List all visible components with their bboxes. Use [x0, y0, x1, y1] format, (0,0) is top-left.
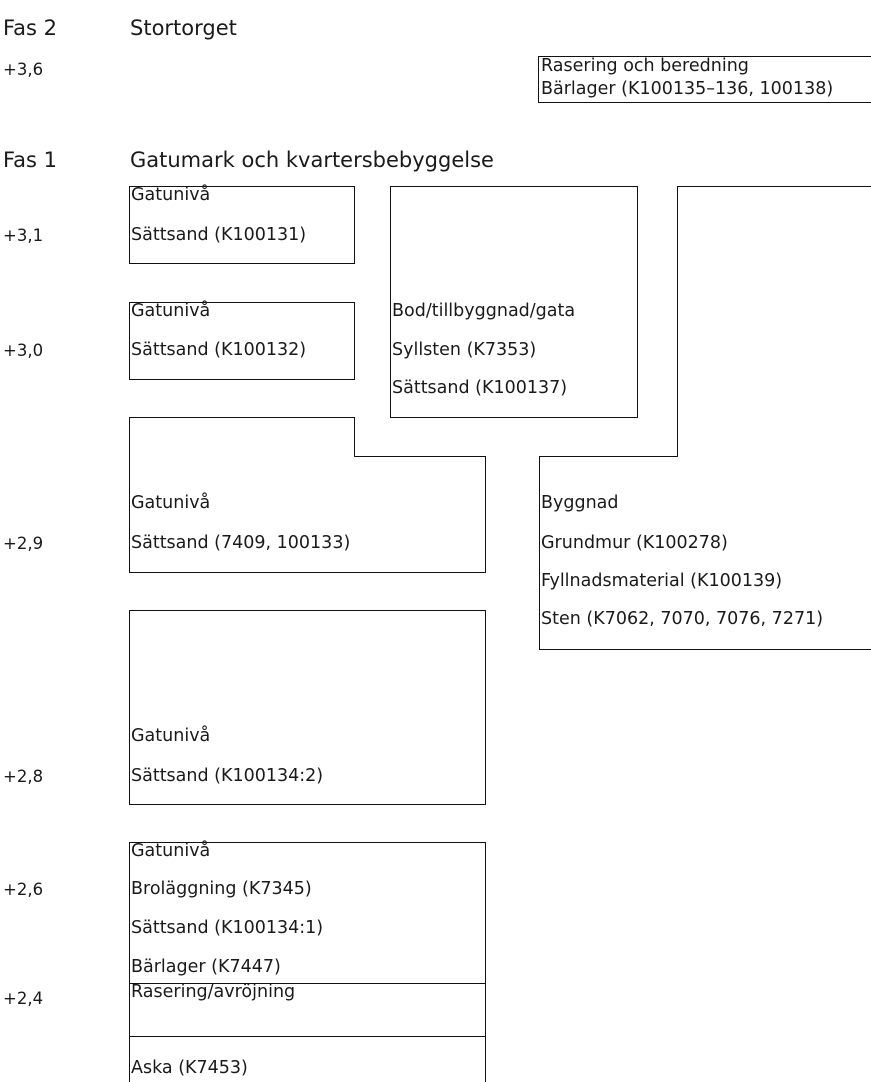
bod-box — [390, 186, 638, 418]
level-label: +2,4 — [3, 989, 44, 1008]
box-heading: Byggnad — [541, 493, 619, 513]
phase2-box-line: Bärlager (K100135–136, 100138) — [541, 79, 834, 99]
phase1-title: Gatumark och kvartersbebyggelse — [130, 148, 494, 172]
box-line: Grundmur (K100278) — [541, 533, 728, 553]
box-heading: Bod/tillbyggnad/gata — [392, 301, 576, 321]
box-line: Sättsand (K100134:2) — [131, 766, 324, 786]
box-heading: Gatunivå — [131, 185, 211, 205]
phase2-label: Fas 2 — [3, 16, 57, 40]
box-line: Broläggning (K7345) — [131, 879, 312, 899]
box-heading: Gatunivå — [131, 726, 211, 746]
street-level-box — [129, 186, 355, 264]
phase2-title: Stortorget — [130, 16, 237, 40]
street-level-box — [129, 302, 355, 380]
street-level-box — [129, 842, 486, 1037]
phase2-box-line: Rasering och beredning — [541, 56, 749, 76]
box-heading: Gatunivå — [131, 301, 211, 321]
box-line: Bärlager (K7447) — [131, 957, 281, 977]
level-label: +3,6 — [3, 60, 44, 79]
phase1-label: Fas 1 — [3, 148, 57, 172]
box-line: Sättsand (7409, 100133) — [131, 533, 351, 553]
box-heading: Gatunivå — [131, 841, 211, 861]
level-label: +2,9 — [3, 534, 44, 553]
box-heading: Rasering/avröjning — [131, 982, 296, 1002]
level-label: +3,0 — [3, 341, 44, 360]
level-label: +3,1 — [3, 226, 44, 245]
box-line: Sättsand (K100134:1) — [131, 918, 324, 938]
box-line: Sättsand (K100132) — [131, 340, 307, 360]
street-level-box — [129, 610, 486, 805]
box-heading: Gatunivå — [131, 493, 211, 513]
box-line: Aska (K7453) — [131, 1058, 248, 1078]
box-line: Syllsten (K7353) — [392, 340, 537, 360]
box-line: Sten (K7062, 7070, 7076, 7271) — [541, 609, 824, 629]
level-label: +2,6 — [3, 880, 44, 899]
level-label: +2,8 — [3, 767, 44, 786]
box-line: Fyllnadsmaterial (K100139) — [541, 571, 783, 591]
box-line: Sättsand (K100137) — [392, 378, 568, 398]
box-line: Sättsand (K100131) — [131, 225, 307, 245]
